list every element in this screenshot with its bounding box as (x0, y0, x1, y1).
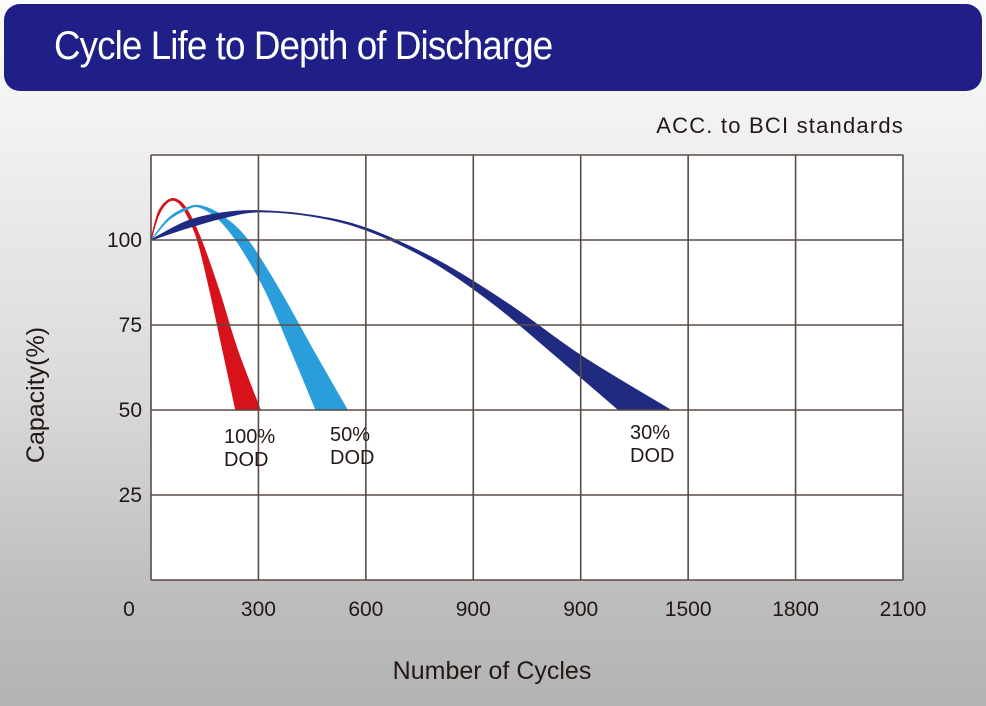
x-tick-label: 2100 (880, 598, 927, 621)
x-tick-label: 900 (563, 598, 598, 621)
series-label: 30% (630, 422, 670, 444)
y-tick-label: 50 (119, 399, 142, 422)
series-label: DOD (630, 445, 674, 467)
x-tick-label: 1500 (665, 598, 712, 621)
series-label: DOD (330, 447, 374, 469)
x-axis-label: Number of Cycles (393, 657, 592, 685)
y-tick-label: 25 (119, 484, 142, 507)
y-tick-label: 100 (107, 229, 142, 252)
x-tick-label: 900 (456, 598, 491, 621)
series-label: 50% (330, 424, 370, 446)
series-label: DOD (224, 449, 268, 471)
y-tick-labels: 25 50 75 100 (107, 229, 142, 507)
grid-lines (150, 154, 904, 581)
page-title: Cycle Life to Depth of Discharge (54, 24, 553, 68)
y-axis-label: Capacity(%) (22, 327, 50, 463)
x-tick-label: 0 (123, 598, 135, 621)
plot-area (151, 155, 903, 580)
series-label: 100% (224, 426, 275, 448)
title-banner: Cycle Life to Depth of Discharge (4, 4, 982, 91)
chart-subtitle: ACC. to BCI standards (656, 113, 904, 138)
y-tick-label: 75 (119, 314, 142, 337)
x-tick-labels: 0 300 600 900 900 1500 1800 2100 (123, 598, 926, 621)
x-tick-label: 300 (241, 598, 276, 621)
x-tick-label: 1800 (772, 598, 819, 621)
x-tick-label: 600 (348, 598, 383, 621)
